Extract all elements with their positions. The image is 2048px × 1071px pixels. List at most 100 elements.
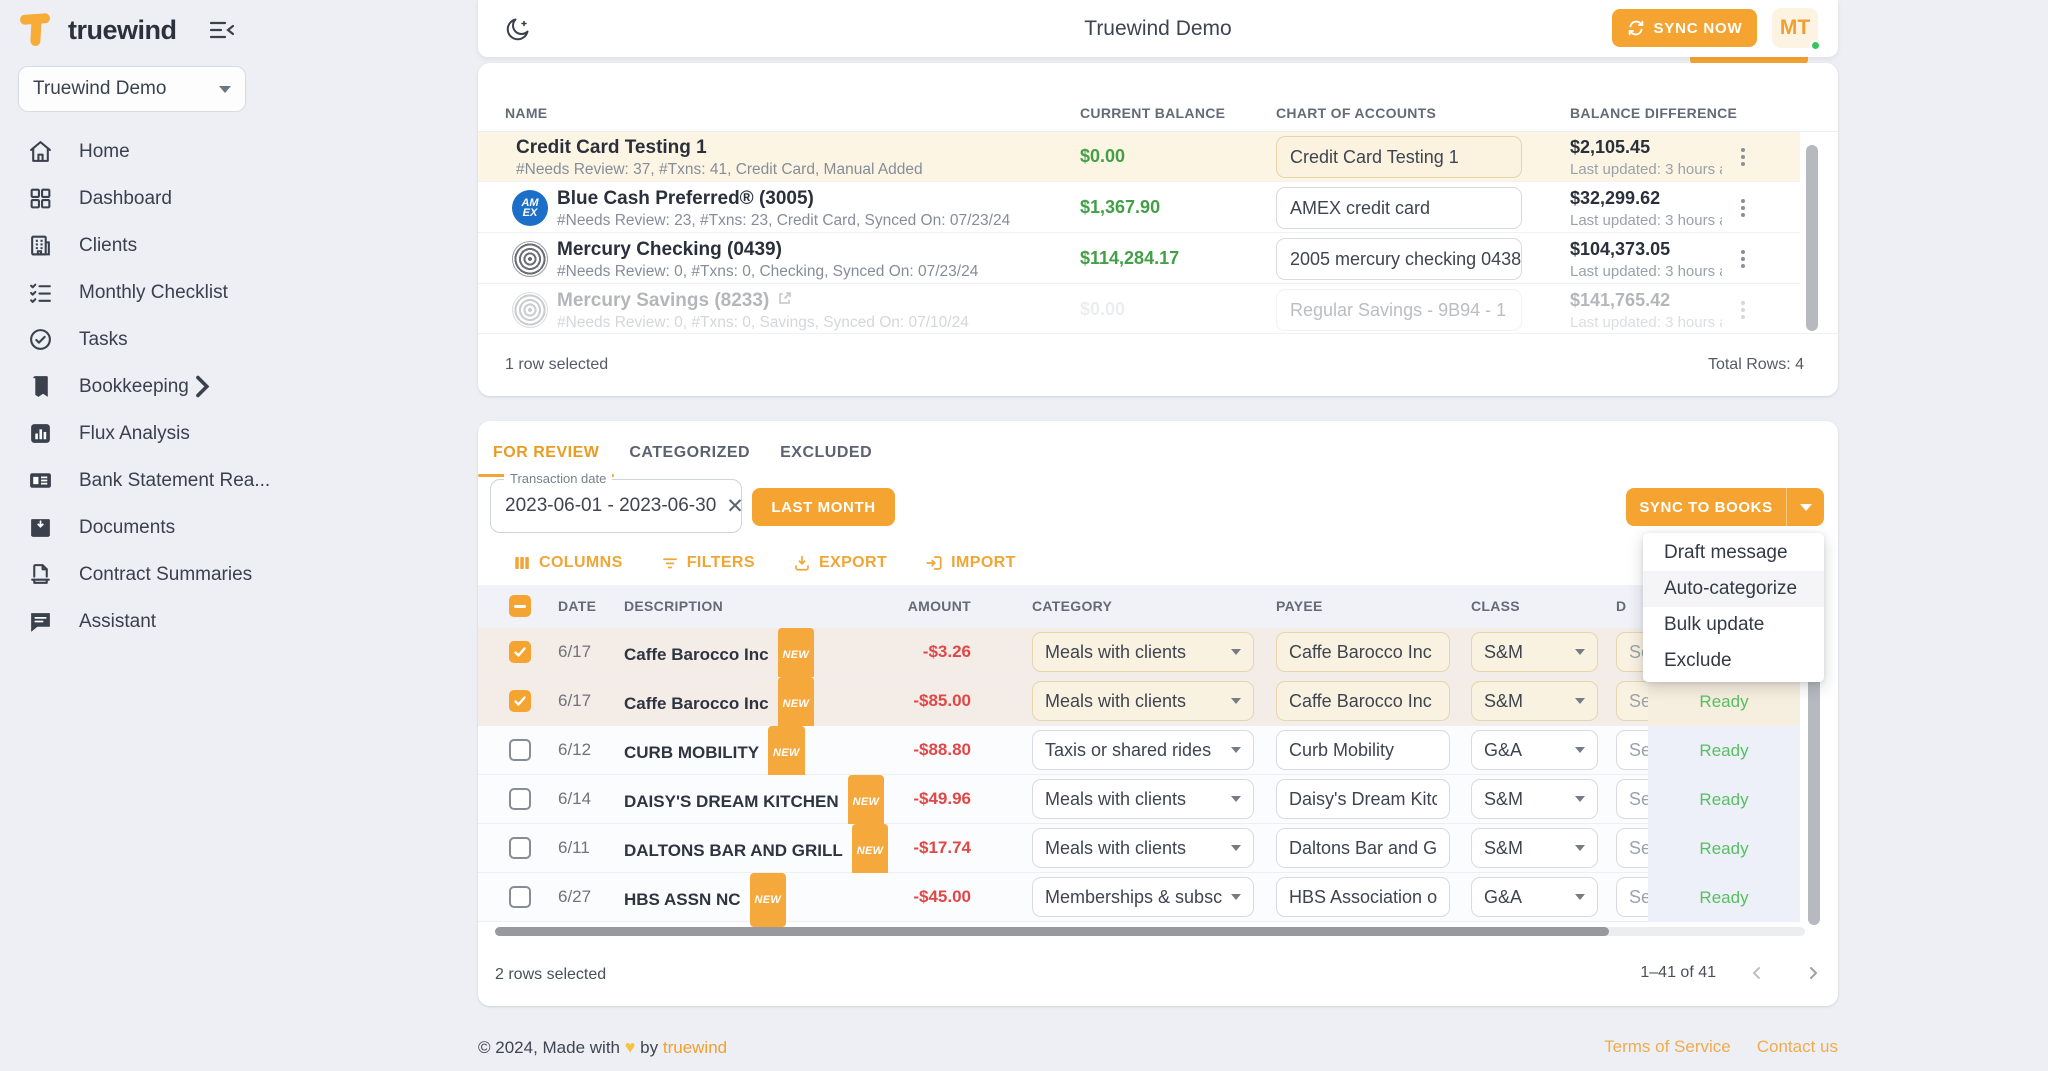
category-select[interactable]: Memberships & subscrip... [1032, 877, 1254, 917]
chart-of-accounts-input[interactable]: Regular Savings - 9B94 - 1 [1276, 289, 1522, 331]
truewind-link[interactable]: truewind [662, 1038, 728, 1057]
transaction-row[interactable]: 6/17 Caffe Barocco Inc NEW -$85.00 Meals … [478, 677, 1800, 731]
bookkeeping-icon [33, 376, 48, 397]
payee-input[interactable]: HBS Association o... [1276, 877, 1450, 917]
tab-categorized[interactable]: CATEGORIZED [629, 443, 751, 461]
transaction-row[interactable]: 6/14 DAISY'S DREAM KITCHEN NEW -$49.96 Me… [478, 775, 1800, 829]
account-row[interactable]: Mercury Checking (0439) #Needs Review: 0… [478, 234, 1800, 284]
import-button[interactable]: IMPORT [925, 551, 1016, 575]
col-payee: PAYEE [1276, 598, 1323, 614]
sidebar-item-documents[interactable]: Documents [0, 504, 260, 551]
category-select[interactable]: Meals with clients [1032, 681, 1254, 721]
row-checkbox[interactable] [509, 837, 531, 859]
chart-of-accounts-input[interactable]: AMEX credit card [1276, 187, 1522, 229]
transaction-row[interactable]: 6/17 Caffe Barocco Inc NEW -$3.26 Meals w… [478, 628, 1800, 682]
sidebar-item-clients[interactable]: Clients [0, 222, 260, 269]
account-row[interactable]: Credit Card Testing 1 #Needs Review: 37,… [478, 132, 1800, 182]
payee-input[interactable]: Curb Mobility [1276, 730, 1450, 770]
avatar[interactable]: MT [1772, 8, 1821, 51]
col-chart-of-accounts: CHART OF ACCOUNTS [1276, 105, 1437, 121]
next-page-icon[interactable] [1798, 958, 1828, 988]
contact-us-link[interactable]: Contact us [1756, 1037, 1838, 1056]
transaction-row[interactable]: 6/27 HBS ASSN NC NEW -$45.00 Memberships … [478, 873, 1800, 927]
tab-excluded[interactable]: EXCLUDED [780, 443, 873, 461]
dark-mode-moon-icon[interactable] [504, 15, 532, 43]
flux-analysis-icon [31, 424, 50, 443]
sidebar-item-bank-statement[interactable]: Bank Statement Rea... [0, 457, 270, 504]
row-checkbox-checked[interactable] [509, 641, 531, 663]
account-row[interactable]: AM EX Blue Cash Preferred® (3005) #Needs … [478, 183, 1800, 233]
row-menu-icon[interactable] [1730, 195, 1756, 221]
payee-input[interactable]: Daltons Bar and Grill [1276, 828, 1450, 868]
sidebar-item-bookkeeping[interactable]: Bookkeeping [0, 363, 260, 410]
previous-page-icon[interactable] [1742, 958, 1772, 988]
chart-of-accounts-input[interactable]: Credit Card Testing 1 [1276, 136, 1522, 178]
row-menu-icon[interactable] [1730, 297, 1756, 323]
payee-input[interactable]: Daisy's Dream Kitc... [1276, 779, 1450, 819]
sidebar-item-contract-summaries[interactable]: Contract Summaries [0, 551, 260, 598]
last-month-button[interactable]: LAST MONTH [752, 488, 895, 526]
sidebar-item-assistant[interactable]: Assistant [0, 598, 260, 645]
payee-input[interactable]: Caffe Barocco Inc [1276, 632, 1450, 672]
sync-to-books-button[interactable]: SYNC TO BOOKS [1626, 488, 1824, 526]
sidebar-item-tasks[interactable]: Tasks [0, 316, 260, 363]
transaction-row[interactable]: 6/12 CURB MOBILITY NEW -$88.80 Taxis or s… [478, 726, 1800, 780]
category-select[interactable]: Meals with clients [1032, 828, 1254, 868]
new-badge: NEW [851, 824, 889, 878]
row-menu-icon[interactable] [1730, 246, 1756, 272]
sidebar-item-flux-analysis[interactable]: Flux Analysis [0, 410, 260, 457]
row-menu-icon[interactable] [1730, 144, 1756, 170]
menu-item-bulk-update[interactable]: Bulk update [1664, 614, 1765, 635]
row-checkbox[interactable] [509, 788, 531, 810]
checklist-icon [30, 283, 51, 303]
workspace-selector[interactable]: Truewind Demo [18, 66, 246, 112]
payee-input[interactable]: Caffe Barocco Inc [1276, 681, 1450, 721]
menu-item-auto-categorize[interactable]: Auto-categorize [1643, 571, 1824, 607]
export-button[interactable]: EXPORT [793, 551, 887, 575]
sidebar-item-home[interactable]: Home [0, 128, 260, 175]
horizontal-scrollbar-thumb[interactable] [495, 927, 1609, 936]
sidebar-item-label: Clients [79, 234, 138, 256]
sidebar-item-monthly-checklist[interactable]: Monthly Checklist [0, 269, 260, 316]
filters-button[interactable]: FILTERS [661, 551, 755, 575]
category-select[interactable]: Meals with clients [1032, 779, 1254, 819]
txn-description: Caffe Barocco Inc NEW [624, 628, 815, 682]
class-select[interactable]: S&M [1471, 681, 1598, 721]
category-select[interactable]: Meals with clients [1032, 632, 1254, 672]
documents-icon [31, 519, 50, 537]
terms-of-service-link[interactable]: Terms of Service [1604, 1037, 1731, 1056]
page-footer: © 2024, Made with ♥ by truewind Terms of… [478, 1032, 1838, 1062]
clear-date-icon[interactable]: ✕ [726, 494, 744, 518]
select-all-checkbox[interactable] [509, 595, 531, 617]
txn-date: 6/14 [558, 789, 592, 808]
sync-now-button[interactable]: SYNC NOW [1612, 9, 1757, 47]
sidebar-item-label: Tasks [79, 328, 128, 350]
current-balance: $1,367.90 [1080, 197, 1161, 217]
row-checkbox[interactable] [509, 739, 531, 761]
last-updated: Last updated: 3 hours a [1570, 314, 1722, 331]
class-select[interactable]: S&M [1471, 828, 1598, 868]
menu-item-draft-message[interactable]: Draft message [1664, 542, 1788, 563]
columns-button[interactable]: COLUMNS [513, 551, 623, 575]
class-select[interactable]: G&A [1471, 877, 1598, 917]
horizontal-scrollbar-track[interactable] [495, 927, 1805, 936]
tab-for-review[interactable]: FOR REVIEW [478, 431, 615, 477]
category-select[interactable]: Taxis or shared rides [1032, 730, 1254, 770]
class-select[interactable]: G&A [1471, 730, 1598, 770]
menu-item-exclude[interactable]: Exclude [1664, 650, 1732, 671]
transactions-scrollbar[interactable] [1808, 607, 1820, 925]
row-checkbox[interactable] [509, 886, 531, 908]
class-select[interactable]: S&M [1471, 632, 1598, 672]
chevron-down-icon [1799, 503, 1812, 511]
sidebar-collapse-icon[interactable] [208, 18, 236, 42]
account-row-disabled[interactable]: Mercury Savings (8233) #Needs Review: 0,… [478, 285, 1800, 333]
accounts-scrollbar[interactable] [1806, 145, 1818, 331]
sidebar-item-dashboard[interactable]: Dashboard [0, 175, 260, 222]
class-select[interactable]: S&M [1471, 779, 1598, 819]
page-title: Truewind Demo [1084, 16, 1232, 40]
sync-to-books-dropdown-toggle[interactable] [1786, 488, 1824, 526]
transaction-row[interactable]: 6/11 DALTONS BAR AND GRILL NEW -$17.74 Me… [478, 824, 1800, 878]
row-checkbox-checked[interactable] [509, 690, 531, 712]
chart-of-accounts-input[interactable]: 2005 mercury checking 0438 [1276, 238, 1522, 280]
transaction-date-filter[interactable]: Transaction date 2023-06-01 - 2023-06-30… [490, 471, 744, 533]
